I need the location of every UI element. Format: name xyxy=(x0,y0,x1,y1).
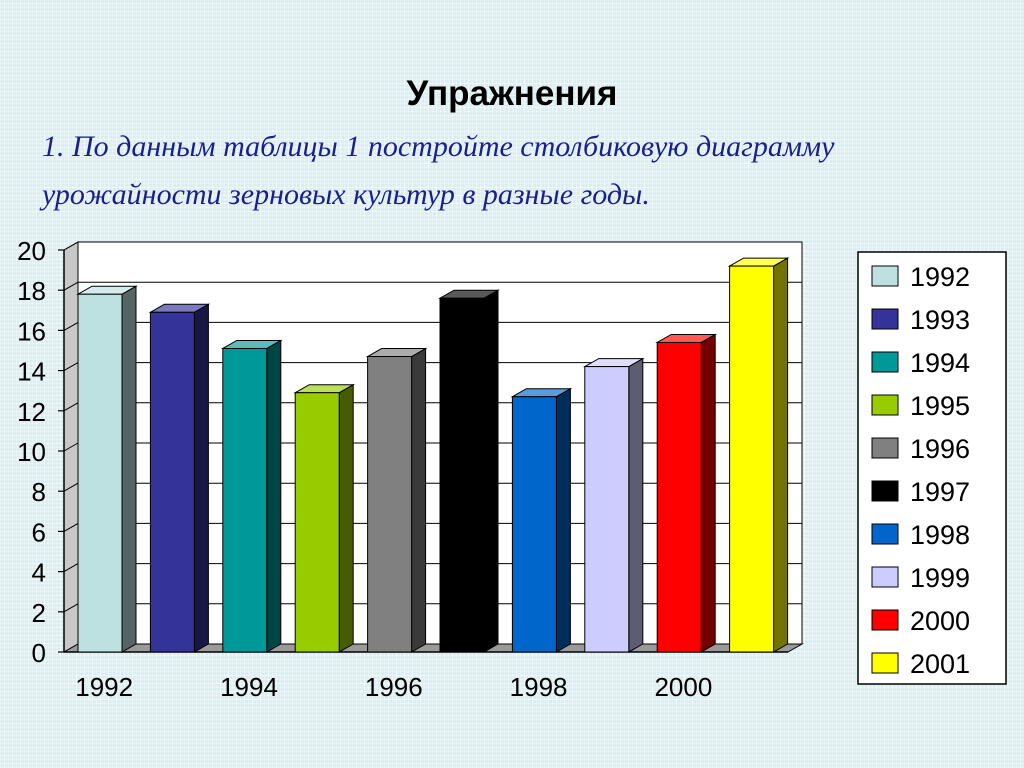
legend-item-1994: 1994 xyxy=(871,348,970,378)
bar-1999 xyxy=(582,357,645,653)
bar-2000 xyxy=(655,333,718,653)
legend-swatch xyxy=(871,308,899,330)
x-tick-label: 2000 xyxy=(654,672,712,702)
bar-front xyxy=(729,265,775,653)
y-tick-label: 2 xyxy=(32,598,46,628)
bar-front xyxy=(656,341,702,653)
legend-item-1992: 1992 xyxy=(871,262,970,292)
bar-front xyxy=(77,293,123,653)
legend-label: 1997 xyxy=(910,477,970,507)
bar-side xyxy=(628,357,644,653)
legend-label: 1996 xyxy=(910,434,970,464)
gridline-side xyxy=(63,442,79,452)
bar-front xyxy=(294,392,340,653)
x-tick-label: 1998 xyxy=(510,672,568,702)
bar-front xyxy=(222,347,268,653)
legend-swatch xyxy=(871,609,899,631)
gridline-side xyxy=(63,321,79,331)
bar-1998 xyxy=(510,387,573,653)
legend-swatch xyxy=(871,351,899,373)
bar-front xyxy=(511,396,557,653)
legend-item-2001: 2001 xyxy=(871,649,970,679)
legend-item-1995: 1995 xyxy=(871,391,970,421)
bar-side xyxy=(773,257,789,653)
x-tick-label: 1992 xyxy=(75,672,133,702)
legend-label: 1998 xyxy=(910,520,970,550)
legend-label: 2000 xyxy=(910,606,970,636)
y-tick-label: 20 xyxy=(17,236,46,266)
legend-swatch xyxy=(871,437,899,459)
y-tick-label: 14 xyxy=(17,357,46,387)
y-tick-label: 18 xyxy=(17,276,46,306)
x-tick-label: 1996 xyxy=(365,672,423,702)
y-tick-label: 6 xyxy=(32,517,46,547)
bar-side xyxy=(193,303,209,653)
gridline-side xyxy=(63,482,79,492)
legend-item-1993: 1993 xyxy=(871,305,970,335)
bar-side xyxy=(266,339,282,653)
bar-side xyxy=(121,285,137,653)
gridline-side xyxy=(63,563,79,573)
bar-side xyxy=(555,387,571,653)
y-tick-label: 0 xyxy=(32,638,46,668)
bar-1992 xyxy=(76,285,138,653)
x-tick-label: 1994 xyxy=(220,672,278,702)
bar-front xyxy=(367,356,413,653)
gridline-side xyxy=(63,241,79,251)
bar-1994 xyxy=(220,339,283,653)
legend-item-1996: 1996 xyxy=(871,434,970,464)
legend-item-1997: 1997 xyxy=(871,477,970,507)
y-tick-label: 12 xyxy=(17,397,46,427)
legend-swatch xyxy=(871,480,899,502)
legend-label: 2001 xyxy=(910,649,970,679)
legend-label: 1994 xyxy=(910,348,970,378)
bar-front xyxy=(584,366,630,653)
y-tick-label: 8 xyxy=(32,477,46,507)
bar-side xyxy=(338,383,354,653)
task-text-line-1: 1. По данным таблицы 1 постройте столбик… xyxy=(42,130,835,163)
bar-side xyxy=(411,347,427,653)
legend-swatch xyxy=(871,566,899,588)
y-tick-label: 4 xyxy=(32,558,46,588)
y-tick-label: 16 xyxy=(17,316,46,346)
gridline-side xyxy=(63,281,79,291)
legend-item-1998: 1998 xyxy=(871,520,970,550)
task-text-line-2: урожайности зерновых культур в разные го… xyxy=(42,178,650,211)
bar-side xyxy=(700,333,716,653)
legend-label: 1999 xyxy=(910,563,970,593)
gridline-side xyxy=(63,522,79,532)
legend-label: 1993 xyxy=(910,305,970,335)
legend-item-2000: 2000 xyxy=(871,606,970,636)
bar-front xyxy=(439,297,485,653)
legend-swatch xyxy=(871,394,899,416)
legend-label: 1995 xyxy=(910,391,970,421)
gridline-side xyxy=(63,603,79,613)
bar-1993 xyxy=(148,303,211,653)
y-tick-label: 10 xyxy=(17,437,46,467)
legend-item-1999: 1999 xyxy=(871,563,970,593)
legend-swatch xyxy=(871,652,899,674)
legend-swatch xyxy=(871,523,899,545)
bar-1996 xyxy=(365,347,428,653)
gridline-side xyxy=(63,402,79,412)
bar-side xyxy=(483,289,499,653)
bar-2001 xyxy=(727,257,790,653)
legend-label: 1992 xyxy=(910,262,970,292)
bar-front xyxy=(149,311,195,653)
slide-title: Упражнения xyxy=(406,74,618,113)
bar-1995 xyxy=(293,383,356,653)
gridline-side xyxy=(63,362,79,372)
bar-1997 xyxy=(438,289,500,653)
legend-swatch xyxy=(871,265,899,287)
